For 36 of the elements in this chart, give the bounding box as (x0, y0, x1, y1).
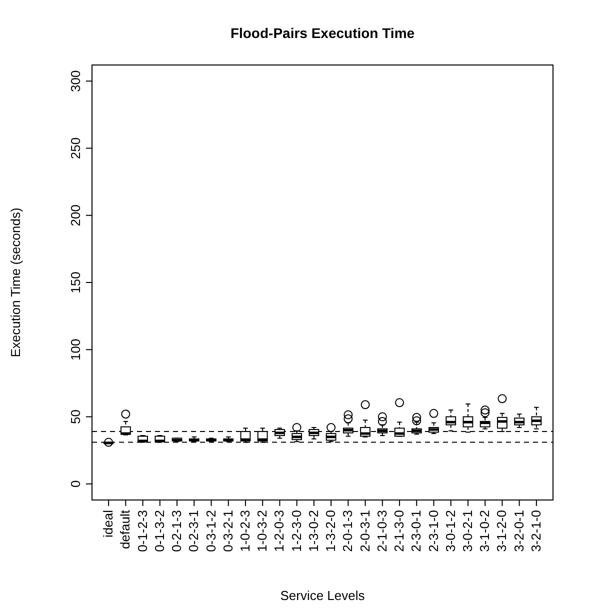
y-tick-label: 200 (68, 204, 83, 226)
y-tick-label: 0 (68, 480, 83, 488)
x-tick-label: 2-1-0-3 (374, 510, 390, 552)
x-tick-label: 0-3-1-2 (203, 510, 218, 552)
y-tick-label: 300 (68, 70, 83, 92)
chart-title: Flood-Pairs Execution Time (230, 25, 415, 41)
x-tick-label: 1-2-0-3 (272, 510, 287, 552)
x-axis-title: Service Levels (280, 588, 366, 603)
y-tick-label: 250 (68, 137, 83, 160)
x-tick-label: 2-0-3-1 (357, 510, 372, 552)
x-tick-label: 3-2-0-1 (511, 510, 526, 552)
x-tick-label: 2-1-3-0 (392, 510, 407, 552)
y-axis-title: Execution Time (seconds) (8, 208, 23, 358)
x-tick-label: 3-0-1-2 (442, 510, 458, 552)
x-tick-label: 2-3-1-0 (426, 510, 441, 552)
x-tick-label: 2-0-1-3 (340, 510, 356, 552)
x-tick-label: 2-3-0-1 (408, 510, 424, 552)
x-tick-label: 0-1-2-3 (134, 510, 150, 552)
y-tick-label: 100 (68, 338, 83, 360)
x-tick-label: 0-2-3-1 (186, 510, 202, 552)
x-tick-label: 1-0-2-3 (237, 510, 252, 552)
x-tick-label: 3-0-2-1 (460, 510, 475, 552)
x-tick-label: 0-2-1-3 (169, 510, 184, 552)
x-tick-label: 1-2-3-0 (288, 510, 304, 552)
x-tick-label: default (118, 510, 133, 550)
x-tick-label: 3-2-1-0 (528, 510, 544, 552)
x-tick-label: 1-3-0-2 (306, 510, 321, 552)
y-tick-label: 150 (68, 272, 83, 294)
x-tick-label: 3-1-2-0 (494, 510, 510, 552)
x-tick-label: 1-3-2-0 (323, 510, 338, 552)
x-tick-label: 0-1-3-2 (152, 510, 167, 552)
y-tick-label: 50 (68, 410, 83, 424)
x-tick-label: 1-0-3-2 (254, 510, 270, 552)
x-tick-label: 3-1-0-2 (477, 510, 492, 552)
x-tick-label: ideal (100, 510, 116, 538)
x-tick-label: 0-3-2-1 (220, 510, 236, 552)
